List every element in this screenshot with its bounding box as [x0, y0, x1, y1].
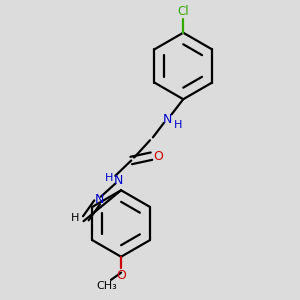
- Text: H: H: [105, 173, 114, 183]
- Text: N: N: [163, 113, 172, 126]
- Text: O: O: [116, 269, 126, 282]
- Text: H: H: [174, 120, 182, 130]
- Text: CH₃: CH₃: [96, 281, 117, 291]
- Text: N: N: [114, 174, 124, 187]
- Text: N: N: [95, 193, 104, 206]
- Text: Cl: Cl: [177, 5, 189, 18]
- Text: H: H: [71, 213, 79, 223]
- Text: O: O: [153, 150, 163, 163]
